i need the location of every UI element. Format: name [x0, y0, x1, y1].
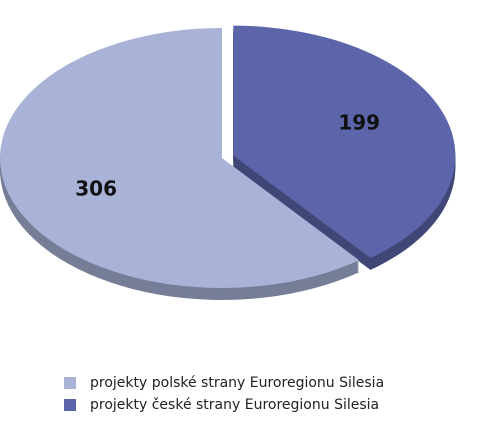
slice: [233, 25, 456, 258]
data-label: 199: [338, 110, 380, 134]
data-label: 306: [75, 176, 117, 200]
slice: [0, 28, 360, 288]
legend-swatch: [64, 377, 76, 389]
legend-swatch: [64, 399, 76, 411]
legend-label: projekty polské strany Euroregionu Siles…: [90, 375, 384, 391]
legend-label: projekty české strany Euroregionu Silesi…: [90, 397, 379, 413]
